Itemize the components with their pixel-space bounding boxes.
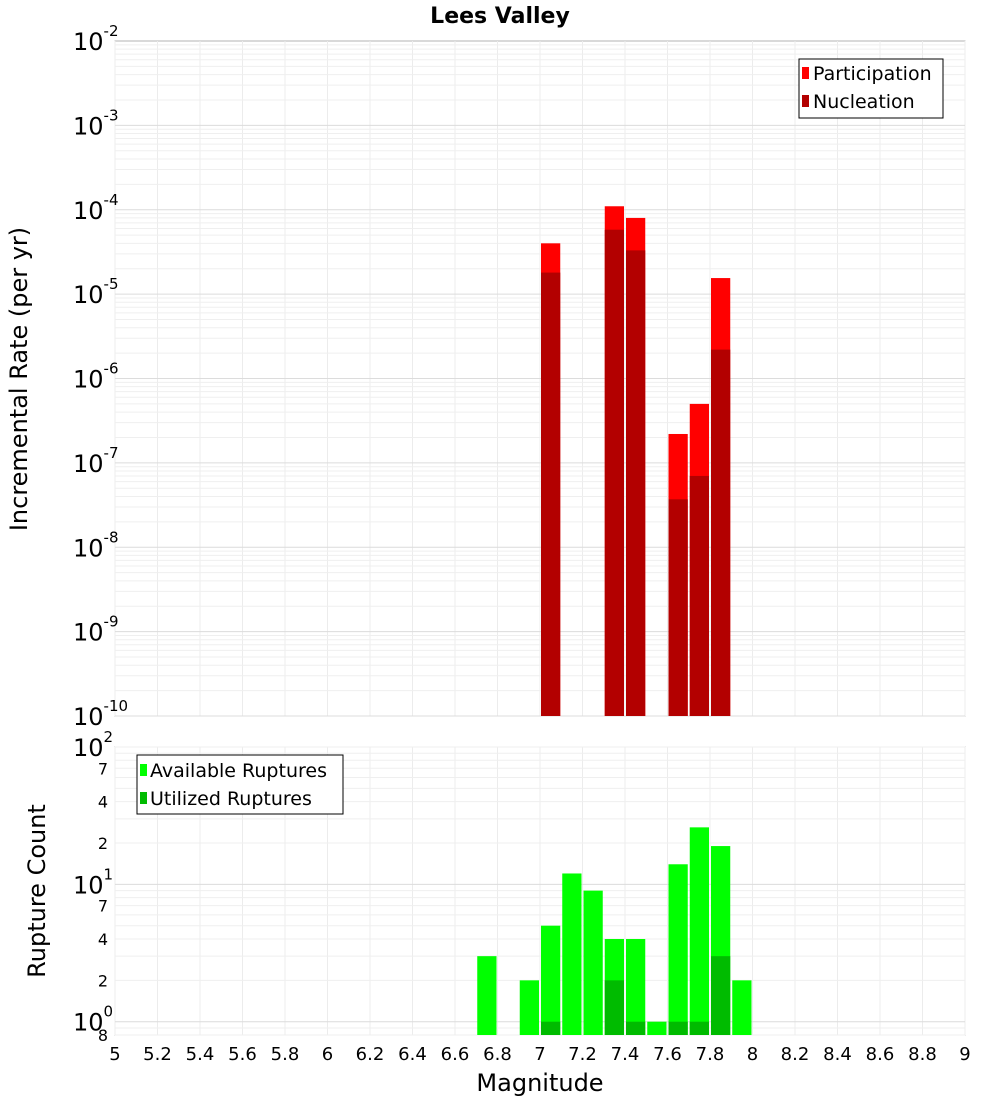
x-tick-label: 7.6 [653,1044,682,1065]
x-tick-label: 6.6 [441,1044,470,1065]
x-tick-label: 7.8 [696,1044,725,1065]
legend-swatch-nucleation [802,95,809,107]
bar-available-ruptures [626,939,646,1035]
y-minor-tick-label: 7 [98,759,108,778]
bar-available-ruptures [562,873,582,1035]
bar-utilized-ruptures [711,956,731,1035]
y-tick-label: 102 [73,728,113,762]
bar-utilized-ruptures [604,980,624,1035]
y-tick-label: 10-10 [73,697,128,731]
bar-utilized-ruptures [689,1021,709,1035]
bar-available-ruptures [689,827,709,1035]
y-tick-label: 101 [73,865,113,899]
y-minor-tick-label: 4 [98,930,108,949]
bar-nucleation [689,475,709,716]
bar-nucleation [626,250,646,717]
x-tick-label: 7.2 [568,1044,597,1065]
x-tick-label: 8 [747,1044,758,1065]
bar-available-ruptures [732,980,752,1035]
count-bars [477,827,752,1035]
y-tick-label: 10-5 [73,275,119,309]
chart-title: Lees Valley [430,4,570,29]
bar-available-ruptures [519,980,539,1035]
x-tick-label: 7.4 [611,1044,640,1065]
count-y-axis-label: Rupture Count [23,804,51,978]
bar-available-ruptures [541,925,561,1035]
magnitude-x-ticks: 5 5.2 5.4 5.6 5.8 6 6.2 6.4 6.6 6.8 7 7.2 7.4 7.6 7.8 8… [109,1044,970,1065]
bar-utilized-ruptures [668,1021,688,1035]
legend-label-nucleation: Nucleation [813,91,915,113]
x-tick-label: 5 [109,1044,120,1065]
rate-panel: 10-10 10-9 10-8 10-7 10-6 10-5 10-4 10-3 10-2 In… [5,22,966,731]
y-tick-label: 10-7 [73,444,119,478]
bar-utilized-ruptures [626,1021,646,1035]
bar-available-ruptures [668,864,688,1035]
count-legend-box [136,754,344,815]
rate-legend-box [798,58,944,119]
rate-grid [114,41,966,717]
bar-nucleation [711,349,731,716]
y-tick-label: 10-9 [73,613,119,647]
x-axis-label: Magnitude [476,1069,603,1097]
bar-available-ruptures [477,956,497,1035]
y-minor-tick-label: 7 [98,897,108,916]
rate-y-axis-label: Incremental Rate (per yr) [5,227,33,531]
x-tick-label: 9 [959,1044,970,1065]
y-tick-label: 10-6 [73,360,119,394]
bar-utilized-ruptures [541,1021,561,1035]
count-legend: Available Ruptures Utilized Ruptures [136,754,344,815]
legend-label-participation: Participation [813,63,932,85]
legend-swatch-available [140,764,147,776]
x-tick-label: 8.2 [781,1044,810,1065]
y-tick-label: 10-8 [73,528,119,562]
legend-swatch-utilized [140,792,147,804]
x-tick-label: 5.2 [143,1044,172,1065]
x-tick-label: 8.6 [866,1044,895,1065]
x-tick-label: 7 [534,1044,545,1065]
y-tick-label: 10-2 [73,22,119,56]
y-tick-label: 10-3 [73,106,119,140]
x-tick-label: 6.2 [356,1044,385,1065]
legend-swatch-participation [802,67,809,79]
x-tick-label: 6.8 [483,1044,512,1065]
bar-available-ruptures [583,890,603,1035]
x-tick-label: 5.8 [271,1044,300,1065]
rate-bars [541,206,731,717]
y-minor-tick-label: 4 [98,793,108,812]
x-tick-label: 5.4 [186,1044,215,1065]
y-minor-tick-label: 2 [98,834,108,853]
bar-nucleation [668,499,688,716]
y-minor-tick-label: 2 [98,971,108,990]
rate-legend: Participation Nucleation [798,58,944,119]
bar-nucleation [541,272,561,716]
y-tick-label: 10-4 [73,191,119,225]
x-tick-label: 5.6 [228,1044,257,1065]
legend-label-available: Available Ruptures [150,760,327,782]
bar-available-ruptures [647,1021,667,1035]
x-tick-label: 6.4 [398,1044,427,1065]
y-minor-tick-label: 8 [98,1026,108,1045]
legend-label-utilized: Utilized Ruptures [150,788,312,810]
x-tick-label: 8.4 [823,1044,852,1065]
bar-nucleation [604,229,624,717]
x-tick-label: 6 [322,1044,333,1065]
x-tick-label: 8.8 [908,1044,937,1065]
